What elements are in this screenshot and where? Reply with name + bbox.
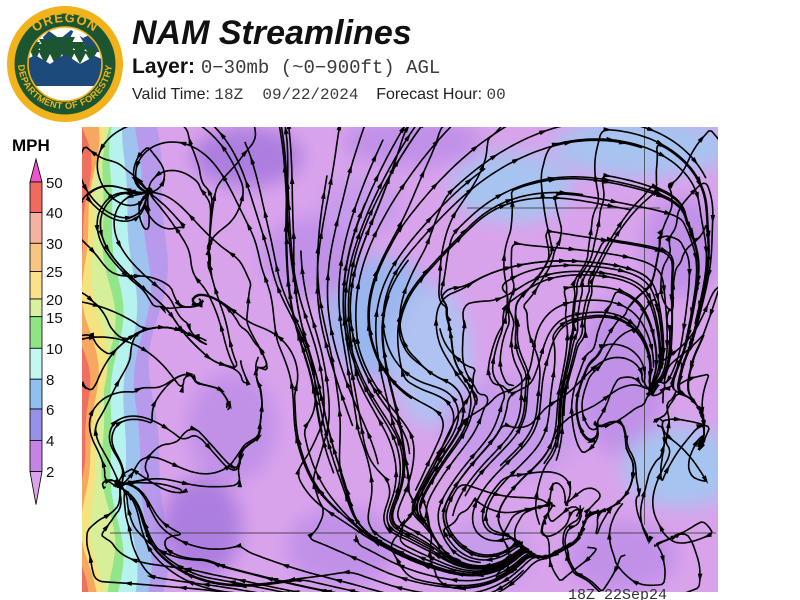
svg-text:2: 2 bbox=[46, 464, 54, 481]
svg-text:8: 8 bbox=[46, 372, 54, 389]
svg-text:40: 40 bbox=[46, 205, 63, 222]
svg-text:10: 10 bbox=[46, 341, 63, 358]
svg-text:MPH: MPH bbox=[12, 136, 50, 155]
svg-text:30: 30 bbox=[46, 236, 63, 253]
svg-text:50: 50 bbox=[46, 175, 63, 192]
svg-text:6: 6 bbox=[46, 402, 54, 419]
svg-text:15: 15 bbox=[46, 310, 63, 327]
svg-text:4: 4 bbox=[46, 433, 54, 450]
svg-text:25: 25 bbox=[46, 264, 63, 281]
svg-text:20: 20 bbox=[46, 292, 63, 309]
